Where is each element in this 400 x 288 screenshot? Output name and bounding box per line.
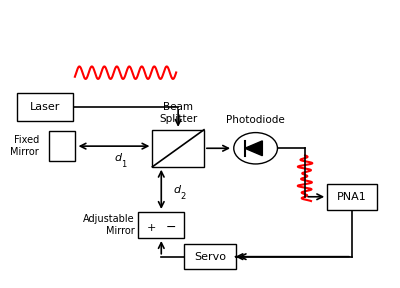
Text: 2: 2 bbox=[180, 192, 186, 202]
Text: d: d bbox=[173, 185, 180, 195]
Text: Laser: Laser bbox=[30, 102, 60, 112]
Polygon shape bbox=[245, 141, 262, 156]
Text: −: − bbox=[166, 221, 176, 234]
FancyBboxPatch shape bbox=[184, 244, 236, 270]
Text: Adjustable
Mirror: Adjustable Mirror bbox=[83, 215, 134, 236]
FancyBboxPatch shape bbox=[138, 213, 184, 238]
Text: +: + bbox=[146, 223, 156, 233]
Text: Beam
Splitter: Beam Splitter bbox=[159, 103, 197, 124]
Text: d: d bbox=[114, 153, 121, 162]
Text: Servo: Servo bbox=[194, 252, 226, 262]
FancyBboxPatch shape bbox=[17, 93, 73, 121]
Text: 1: 1 bbox=[121, 160, 126, 169]
FancyBboxPatch shape bbox=[152, 130, 204, 167]
Text: Photodiode: Photodiode bbox=[226, 115, 285, 126]
Text: Fixed
Mirror: Fixed Mirror bbox=[10, 135, 39, 157]
FancyBboxPatch shape bbox=[49, 131, 75, 161]
Text: PNA1: PNA1 bbox=[337, 192, 367, 202]
Circle shape bbox=[234, 132, 278, 164]
FancyBboxPatch shape bbox=[327, 184, 377, 210]
